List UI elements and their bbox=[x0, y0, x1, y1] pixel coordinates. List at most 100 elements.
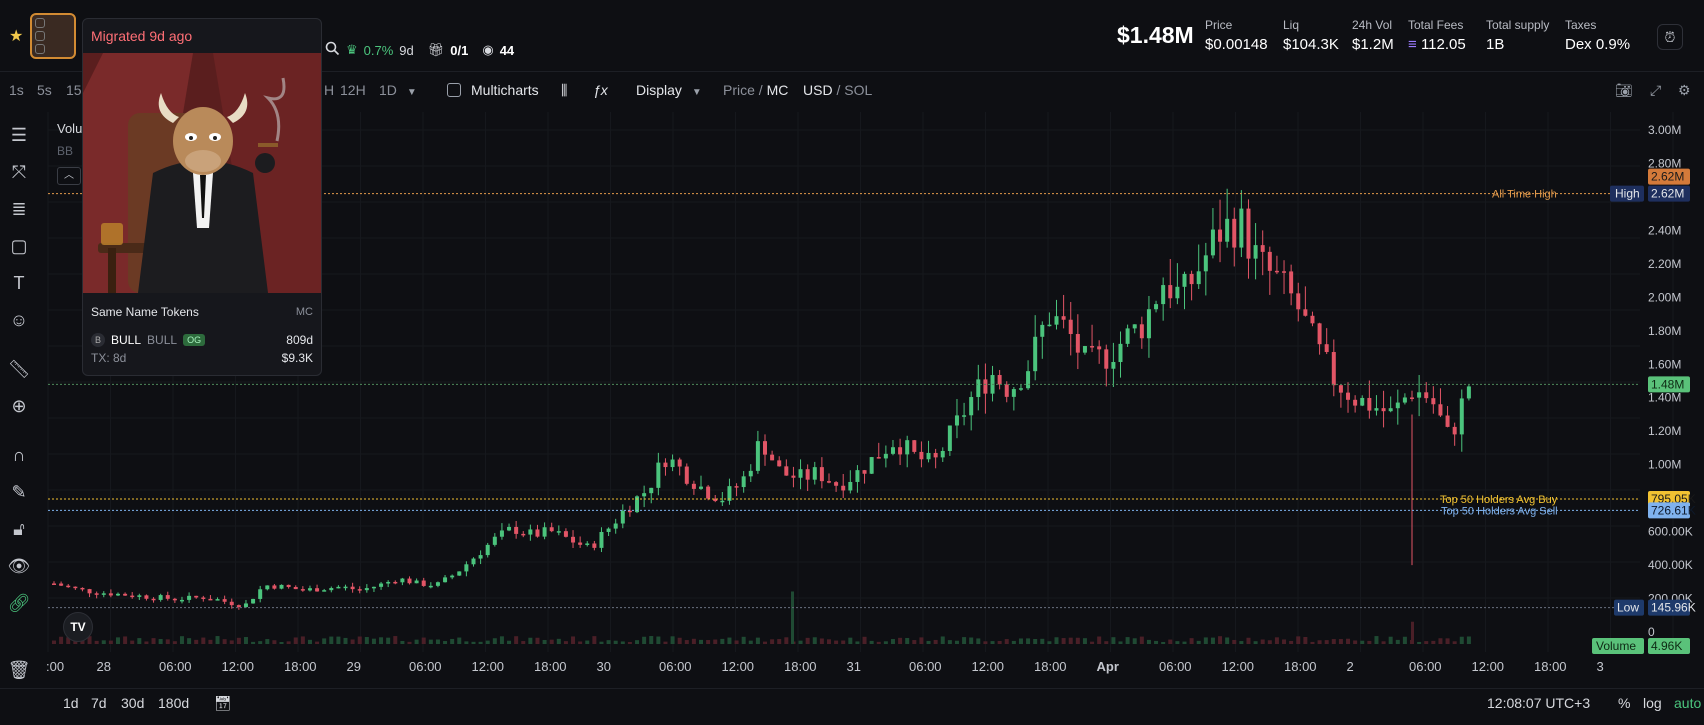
stat-taxes: Taxes Dex 0.9% bbox=[1565, 18, 1630, 53]
volume-bar bbox=[983, 641, 988, 644]
volume-bar bbox=[293, 637, 298, 644]
volume-bar bbox=[315, 641, 320, 644]
candle-body bbox=[841, 485, 846, 491]
candle-body bbox=[371, 586, 376, 589]
high-tag: 2.62M bbox=[1651, 187, 1684, 201]
candle-body bbox=[101, 593, 106, 595]
favorite-star-icon[interactable]: ★ bbox=[9, 28, 24, 45]
text-icon[interactable]: T bbox=[13, 272, 25, 293]
price-mc-toggle[interactable]: Price / MC bbox=[723, 82, 788, 98]
candle-body bbox=[1374, 408, 1379, 411]
emoji-icon[interactable]: ☺ bbox=[9, 309, 29, 330]
volume-bar bbox=[1303, 637, 1308, 644]
token-header: ★ ♛ 0.7% 9d 🎁︎ 0/1 ◉ 44 $1.48M Price $0.… bbox=[0, 0, 1704, 72]
x-axis-label: 28 bbox=[97, 659, 111, 674]
alarm-clock-icon[interactable]: ⏰︎ bbox=[1657, 24, 1683, 50]
fullscreen-icon[interactable]: ⤢ bbox=[1650, 82, 1662, 98]
candle-body bbox=[713, 498, 718, 502]
auto-toggle[interactable]: auto bbox=[1674, 695, 1702, 711]
trash-icon[interactable]: 🗑︎ bbox=[7, 659, 31, 680]
y-axis-label: 2.20M bbox=[1648, 257, 1681, 271]
candle-body bbox=[1218, 229, 1223, 242]
volume-bar bbox=[514, 636, 519, 644]
interval-1d[interactable]: 1D ▼ bbox=[379, 82, 417, 98]
social-icon[interactable] bbox=[35, 31, 45, 41]
candle-body bbox=[343, 586, 348, 589]
volume-bar bbox=[158, 639, 163, 644]
volume-bar bbox=[243, 637, 248, 644]
search-icon[interactable] bbox=[325, 41, 340, 59]
stat-value-row: Dex 0.9% bbox=[1565, 36, 1630, 53]
percent-toggle[interactable]: % bbox=[1618, 695, 1631, 711]
interval-12h[interactable]: 12H bbox=[340, 82, 366, 98]
candle-body bbox=[94, 593, 99, 595]
range-30d[interactable]: 30d bbox=[121, 695, 145, 711]
pencil-lock-icon[interactable]: ✎ bbox=[11, 481, 27, 502]
interval-5s[interactable]: 5s bbox=[37, 82, 52, 98]
social-icon[interactable] bbox=[35, 44, 45, 54]
link-icon[interactable]: 🔗︎ bbox=[7, 592, 31, 613]
interval-15[interactable]: 15 bbox=[66, 82, 82, 98]
volume-bar bbox=[1367, 640, 1372, 644]
eye-icon[interactable]: 👁︎ bbox=[7, 555, 31, 576]
rectangle-icon[interactable]: ▢ bbox=[10, 235, 28, 256]
crosshair-lines-icon[interactable]: ☰ bbox=[10, 124, 28, 145]
trendline-icon[interactable]: ⤧ bbox=[11, 161, 27, 182]
indicators-icon[interactable]: ƒx bbox=[593, 82, 608, 98]
volume-bar bbox=[322, 638, 327, 644]
same-name-token-row[interactable]: B BULL BULL OG bbox=[91, 333, 206, 347]
usd-sol-toggle[interactable]: USD / SOL bbox=[803, 82, 872, 98]
token-avatar[interactable] bbox=[30, 13, 76, 59]
volume-bar bbox=[1125, 637, 1130, 644]
volume-bar bbox=[1018, 638, 1023, 644]
legend-collapse-button[interactable]: ︿ bbox=[57, 167, 81, 185]
candle-body bbox=[364, 588, 369, 591]
candle-body bbox=[1161, 285, 1166, 305]
candle-body bbox=[194, 595, 199, 598]
fib-icon[interactable]: ≣ bbox=[11, 198, 27, 219]
y-axis-label: 1.00M bbox=[1648, 458, 1681, 472]
ruler-icon[interactable]: 📏︎ bbox=[7, 358, 31, 379]
calendar-icon[interactable]: 📅︎ bbox=[214, 695, 232, 711]
candle-body bbox=[172, 598, 177, 601]
range-180d[interactable]: 180d bbox=[158, 695, 190, 711]
social-icon[interactable] bbox=[35, 18, 45, 28]
candle-body bbox=[613, 523, 618, 529]
volume-bar bbox=[229, 640, 234, 644]
lock-icon[interactable]: 🔓︎ bbox=[13, 518, 25, 539]
volume-bar bbox=[1381, 641, 1386, 644]
log-toggle[interactable]: log bbox=[1643, 695, 1662, 711]
interval-h[interactable]: H bbox=[324, 82, 335, 98]
candle-style-icon[interactable]: ⫼ bbox=[561, 82, 568, 98]
candle-body bbox=[556, 531, 561, 533]
candle-body bbox=[123, 593, 128, 596]
volume-bar bbox=[1324, 640, 1329, 644]
volume-bar bbox=[748, 640, 753, 644]
display-dropdown[interactable]: Display ▼ bbox=[636, 82, 702, 98]
change-age: 9d bbox=[399, 42, 414, 58]
volume-bar bbox=[507, 640, 512, 644]
candle-body bbox=[286, 584, 291, 587]
candle-body bbox=[962, 415, 967, 417]
volume-bar bbox=[1004, 639, 1009, 644]
candle-body bbox=[236, 605, 241, 607]
volume-bar bbox=[222, 639, 227, 644]
volume-bar bbox=[1445, 638, 1450, 644]
range-7d[interactable]: 7d bbox=[91, 695, 107, 711]
camera-icon[interactable]: 📷︎ bbox=[1615, 82, 1633, 98]
candle-body bbox=[635, 496, 640, 513]
multicharts-toggle[interactable]: Multicharts bbox=[447, 82, 539, 98]
candle-body bbox=[1274, 270, 1279, 273]
candle-body bbox=[940, 450, 945, 458]
candle-body bbox=[258, 589, 263, 599]
candle-body bbox=[826, 481, 831, 483]
interval-1s[interactable]: 1s bbox=[9, 82, 24, 98]
stat-label: 24h Vol bbox=[1352, 18, 1393, 32]
settings-gear-icon[interactable]: ⚙ bbox=[1678, 82, 1691, 98]
candle-body bbox=[407, 578, 412, 584]
candle-body bbox=[748, 470, 753, 477]
candle-body bbox=[137, 595, 142, 597]
magnet-icon[interactable]: ∩ bbox=[12, 444, 26, 465]
range-1d[interactable]: 1d bbox=[63, 695, 79, 711]
zoom-in-icon[interactable]: ⊕ bbox=[11, 395, 27, 416]
